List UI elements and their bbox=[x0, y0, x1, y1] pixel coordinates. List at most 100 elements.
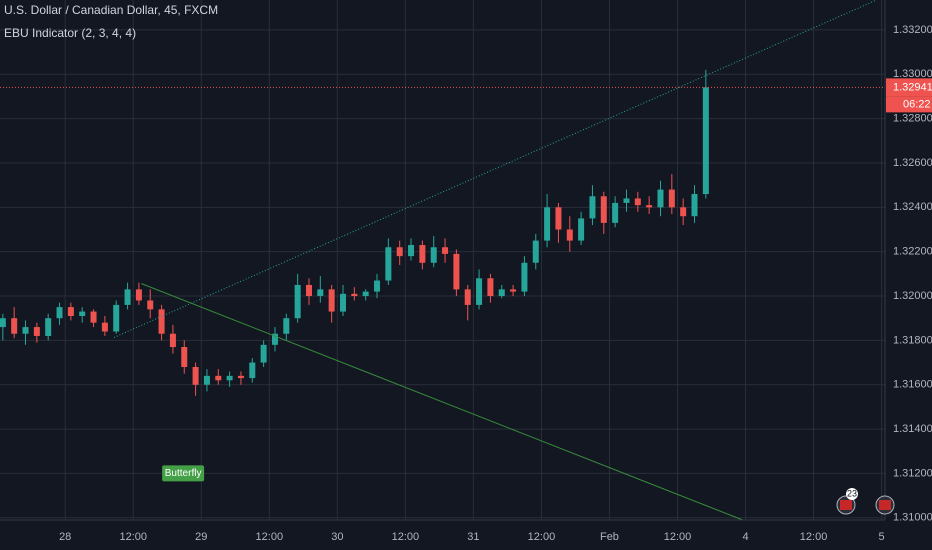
price-tag-label: 1.32941 bbox=[893, 81, 932, 93]
candle-body bbox=[374, 280, 381, 292]
candle-body bbox=[45, 318, 52, 336]
candle-body bbox=[578, 218, 585, 241]
candle-body bbox=[67, 307, 74, 316]
event-flag bbox=[840, 500, 852, 510]
candle-body bbox=[680, 207, 687, 217]
candle-body bbox=[351, 293, 358, 297]
candle-body bbox=[487, 278, 494, 297]
y-tick-label: 1.31200 bbox=[893, 467, 932, 479]
candle-body bbox=[498, 289, 505, 297]
annotation-box bbox=[162, 465, 205, 482]
candle-body bbox=[634, 198, 641, 206]
candle-body bbox=[362, 291, 369, 297]
candle-body bbox=[555, 207, 562, 230]
price-tag bbox=[886, 78, 932, 97]
candle-body bbox=[396, 247, 403, 257]
candle-body bbox=[215, 375, 222, 381]
candle-body bbox=[249, 362, 256, 379]
y-tick-label: 1.32000 bbox=[893, 290, 932, 302]
candle-body bbox=[124, 289, 131, 305]
candle-body bbox=[56, 307, 63, 319]
candle-body bbox=[691, 194, 698, 217]
countdown-label: 06:22 bbox=[903, 98, 931, 110]
x-tick-label: 5 bbox=[879, 531, 885, 543]
chart-title: U.S. Dollar / Canadian Dollar, 45, FXCM bbox=[4, 3, 218, 17]
candle-body bbox=[11, 318, 18, 334]
candle-body bbox=[317, 289, 324, 297]
x-tick-label: 12:00 bbox=[119, 531, 147, 543]
candle-body bbox=[589, 196, 596, 219]
candle-body bbox=[22, 327, 29, 334]
candle-body bbox=[0, 318, 6, 328]
candle-body bbox=[328, 289, 335, 312]
candle-body bbox=[464, 289, 471, 305]
candle-body bbox=[101, 322, 108, 332]
candle-body bbox=[532, 240, 539, 263]
y-tick-label: 1.32200 bbox=[893, 246, 932, 258]
x-tick-label: 12:00 bbox=[256, 531, 284, 543]
candle-body bbox=[453, 253, 460, 290]
y-tick-label: 1.33200 bbox=[893, 24, 932, 36]
y-tick-label: 1.32800 bbox=[893, 113, 932, 125]
event-flag bbox=[879, 500, 891, 510]
x-tick-label: 12:00 bbox=[800, 531, 828, 543]
candle-body bbox=[271, 333, 278, 345]
event-badge bbox=[846, 488, 858, 500]
x-tick-label: 4 bbox=[742, 531, 748, 543]
y-tick-label: 1.31600 bbox=[893, 379, 932, 391]
indicator-label: EBU Indicator (2, 3, 4, 4) bbox=[4, 26, 136, 40]
candle-body bbox=[702, 87, 709, 195]
candle-body bbox=[623, 198, 630, 203]
x-tick-label: 12:00 bbox=[664, 531, 692, 543]
candle-body bbox=[340, 293, 347, 312]
x-tick-label: 30 bbox=[331, 531, 343, 543]
candle-body bbox=[566, 229, 573, 241]
x-tick-label: 31 bbox=[467, 531, 479, 543]
y-tick-label: 1.31000 bbox=[893, 512, 932, 524]
countdown-tag bbox=[886, 96, 932, 113]
x-tick-label: 12:00 bbox=[392, 531, 420, 543]
trend-line bbox=[113, 0, 877, 338]
candle-body bbox=[521, 262, 528, 292]
candle-body bbox=[612, 202, 619, 223]
candle-body bbox=[385, 247, 392, 281]
y-tick-label: 1.32600 bbox=[893, 157, 932, 169]
candle-body bbox=[442, 247, 449, 254]
candle-body bbox=[657, 189, 664, 208]
y-tick-label: 1.31400 bbox=[893, 423, 932, 435]
candle-body bbox=[158, 309, 165, 334]
y-tick-label: 1.32400 bbox=[893, 201, 932, 213]
candle-body bbox=[90, 311, 97, 323]
x-tick-label: 28 bbox=[59, 531, 71, 543]
candle-body bbox=[113, 304, 120, 332]
event-badge-label: 23 bbox=[847, 488, 857, 498]
y-tick-label: 1.33000 bbox=[893, 68, 932, 80]
candle-body bbox=[203, 375, 210, 385]
candle-body bbox=[237, 375, 244, 379]
candle-body bbox=[430, 247, 437, 263]
trend-line bbox=[141, 283, 743, 521]
x-tick-label: 29 bbox=[195, 531, 207, 543]
candle-body bbox=[305, 284, 312, 297]
candle-body bbox=[668, 189, 675, 208]
candle-body bbox=[260, 344, 267, 363]
candle-body bbox=[147, 300, 154, 310]
candle-body bbox=[283, 318, 290, 334]
candle-body bbox=[33, 327, 40, 336]
candle-body bbox=[510, 289, 517, 292]
candle-body bbox=[226, 375, 233, 381]
candle-body bbox=[294, 284, 301, 319]
candle-body bbox=[192, 366, 199, 385]
candle-body bbox=[646, 205, 653, 208]
candle-body bbox=[544, 207, 551, 241]
x-tick-label: Feb bbox=[600, 531, 619, 543]
candle-body bbox=[79, 311, 86, 316]
candle-body bbox=[600, 196, 607, 223]
candle-body bbox=[419, 245, 426, 263]
candle-body bbox=[408, 245, 415, 257]
candle-body bbox=[169, 333, 176, 348]
x-tick-label: 12:00 bbox=[528, 531, 556, 543]
candle-body bbox=[181, 347, 188, 367]
